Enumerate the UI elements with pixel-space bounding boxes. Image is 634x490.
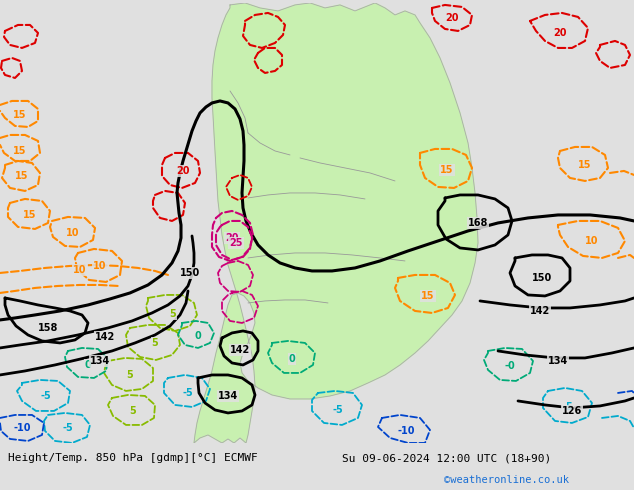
Text: 142: 142: [230, 345, 250, 355]
Text: 5: 5: [152, 338, 158, 348]
Text: -5: -5: [41, 391, 51, 401]
Text: 15: 15: [13, 146, 27, 156]
Text: 5: 5: [170, 309, 176, 319]
Text: 0: 0: [84, 360, 91, 370]
Text: -10: -10: [13, 423, 31, 433]
Text: -10: -10: [398, 426, 415, 436]
Text: 10: 10: [66, 228, 80, 238]
Text: 15: 15: [421, 291, 435, 301]
Polygon shape: [194, 3, 478, 443]
Text: 134: 134: [548, 356, 568, 366]
Text: 126: 126: [562, 406, 582, 416]
Text: 134: 134: [218, 391, 238, 401]
Text: -5: -5: [562, 402, 573, 412]
Text: 20: 20: [176, 166, 190, 176]
Text: 15: 15: [578, 160, 592, 170]
Text: -0: -0: [505, 361, 515, 371]
Text: 10: 10: [93, 261, 107, 271]
Text: -5: -5: [63, 423, 74, 433]
Text: 20: 20: [553, 28, 567, 38]
Text: 0: 0: [288, 354, 295, 364]
Text: 20: 20: [225, 233, 239, 243]
Text: 15: 15: [13, 110, 27, 120]
Text: 5: 5: [127, 370, 133, 380]
Text: 15: 15: [23, 210, 37, 220]
Text: 142: 142: [530, 306, 550, 316]
Text: 10: 10: [585, 236, 598, 246]
Text: 150: 150: [532, 273, 552, 283]
Text: 150: 150: [180, 268, 200, 278]
Text: -5: -5: [333, 405, 344, 415]
Text: 15: 15: [440, 165, 454, 175]
Text: 20: 20: [445, 13, 459, 23]
Text: ©weatheronline.co.uk: ©weatheronline.co.uk: [444, 475, 569, 485]
Text: Su 09-06-2024 12:00 UTC (18+90): Su 09-06-2024 12:00 UTC (18+90): [342, 453, 552, 463]
Text: 10: 10: [74, 265, 87, 275]
Text: 25: 25: [230, 238, 243, 248]
Text: Height/Temp. 850 hPa [gdmp][°C] ECMWF: Height/Temp. 850 hPa [gdmp][°C] ECMWF: [8, 453, 257, 463]
Text: 5: 5: [129, 406, 136, 416]
Text: 168: 168: [468, 218, 488, 228]
Text: -5: -5: [183, 388, 193, 398]
Text: 0: 0: [195, 331, 202, 341]
Text: 15: 15: [15, 171, 29, 181]
Text: 142: 142: [95, 332, 115, 342]
Text: 134: 134: [90, 356, 110, 366]
Text: 158: 158: [38, 323, 58, 333]
